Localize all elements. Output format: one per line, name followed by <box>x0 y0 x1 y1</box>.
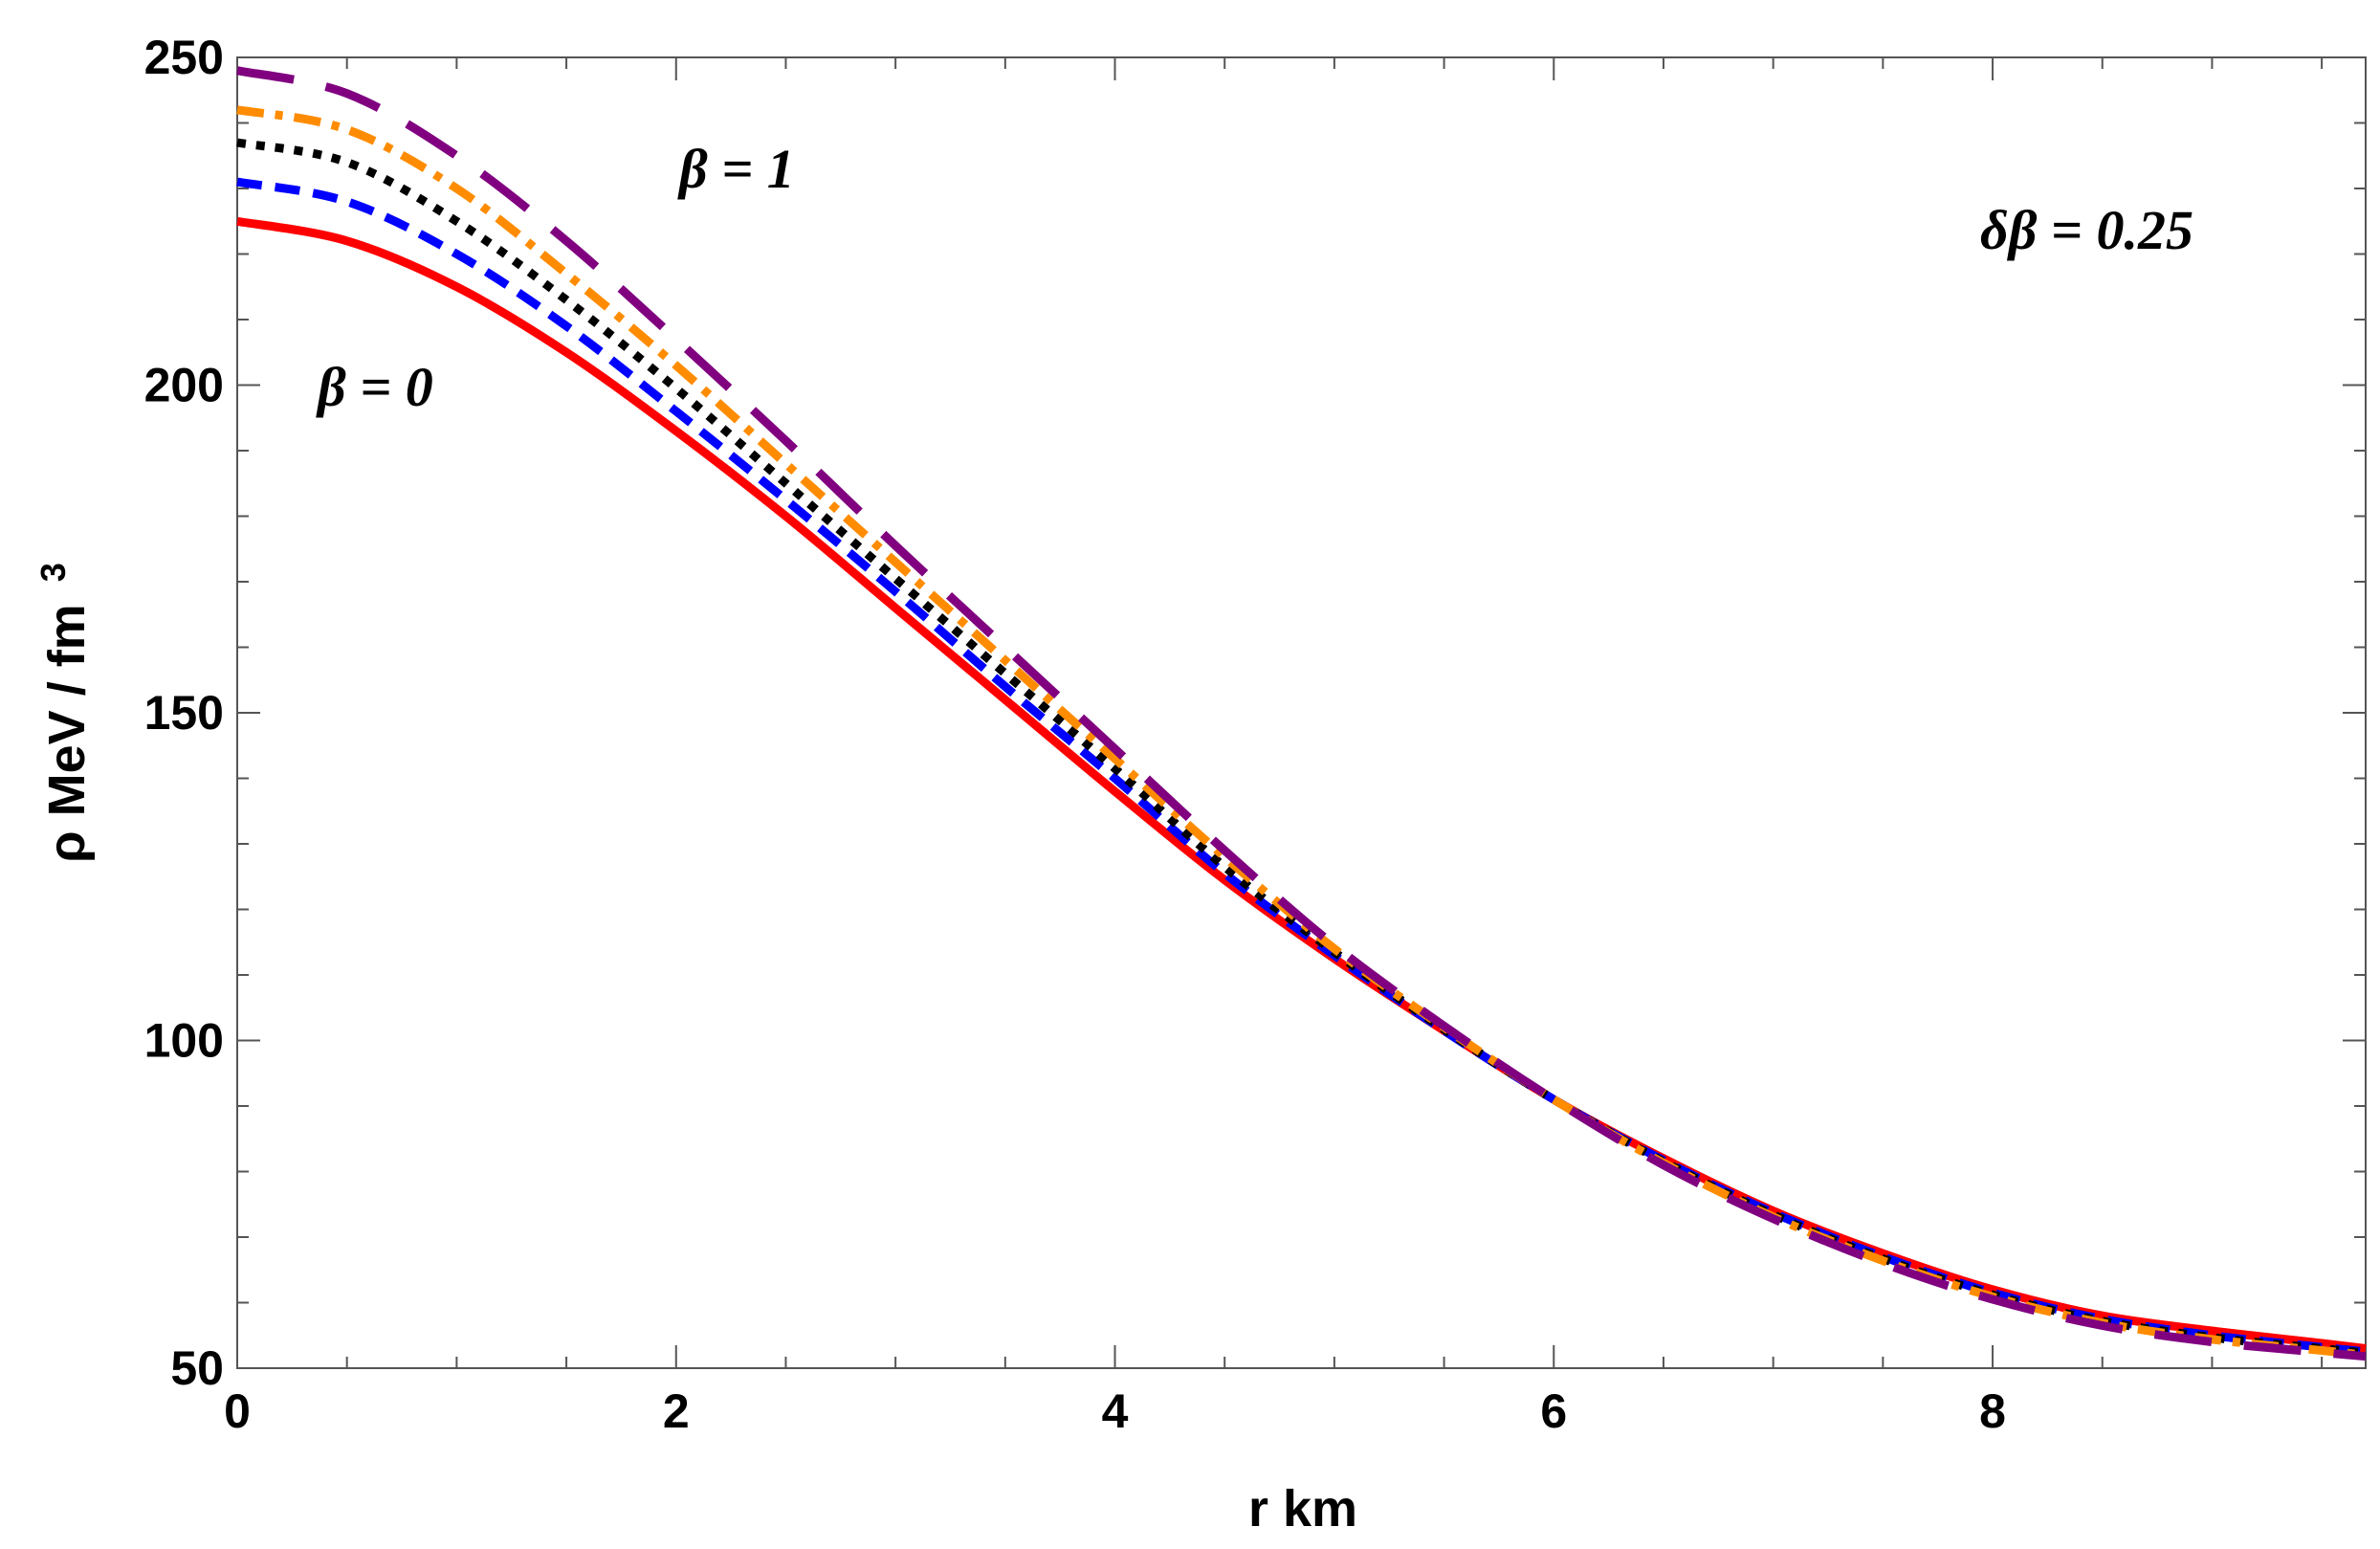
y-tick-label: 200 <box>144 359 224 412</box>
series-line-1 <box>236 177 2367 1357</box>
axis-ticks <box>236 56 2366 1369</box>
y-axis-label-main: ρ MeV / fm <box>38 604 96 862</box>
x-tick-label: 4 <box>1102 1384 1129 1438</box>
tick-labels: 0 2 4 6 8 50 100 150 200 250 <box>144 31 2006 1438</box>
y-tick-label: 250 <box>144 31 224 84</box>
series-line-4 <box>236 66 2367 1361</box>
x-tick-label: 8 <box>1979 1384 2006 1438</box>
x-tick-label: 2 <box>663 1384 690 1438</box>
annotation-beta-1: β = 1 <box>677 138 795 200</box>
series-lines <box>236 66 2367 1361</box>
series-line-0 <box>236 216 2367 1353</box>
series-line-3 <box>236 105 2367 1360</box>
y-tick-label: 50 <box>170 1341 224 1395</box>
y-axis-label-exponent: 3 <box>33 563 73 582</box>
y-tick-label: 150 <box>144 686 224 740</box>
y-axis-label: ρ MeV / fm 3 <box>33 563 96 863</box>
y-tick-label: 100 <box>144 1014 224 1068</box>
x-axis-label: r km <box>1248 1480 1357 1538</box>
annotation-delta-beta: δβ = 0.25 <box>1980 199 2193 261</box>
x-tick-label: 6 <box>1540 1384 1567 1438</box>
x-tick-label: 0 <box>224 1384 251 1438</box>
annotation-beta-0: β = 0 <box>316 356 433 418</box>
